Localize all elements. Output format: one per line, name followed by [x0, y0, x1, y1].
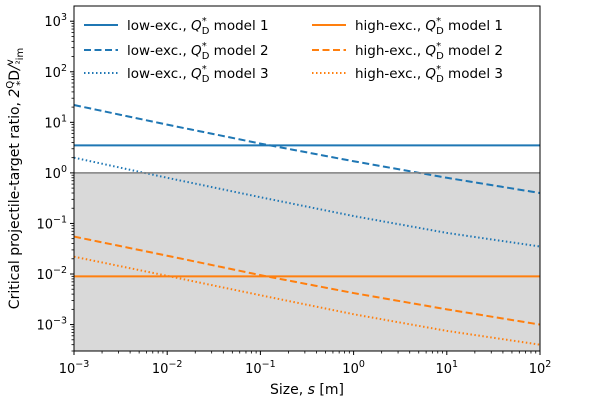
- plot-frame: [73, 5, 541, 352]
- series-line-3: [73, 156, 541, 248]
- x-tick-label: 10−2: [152, 359, 183, 377]
- x-tick-label: 100: [342, 359, 365, 377]
- series-line-5: [73, 235, 541, 326]
- legend-label: high-exc., Q* D model 1: [355, 16, 503, 37]
- legend-label: high-exc., Q* D model 3: [355, 64, 503, 85]
- y-tick-label: 101: [44, 113, 67, 131]
- y-tick-label: 10−3: [36, 316, 67, 334]
- y-axis-label: Critical projectile-target ratio, 2Q*D/v…: [5, 48, 26, 309]
- legend-label: low-exc., Q* D model 3: [127, 64, 269, 85]
- legend-label: low-exc., Q* D model 2: [127, 41, 269, 62]
- y-tick-label: 102: [44, 63, 67, 81]
- y-tick-label: 103: [44, 12, 67, 30]
- x-tick-label: 101: [436, 359, 459, 377]
- x-tick-label: 102: [529, 359, 552, 377]
- series-line-2: [73, 104, 541, 194]
- legend: low-exc., Q* D model 1 low-exc., Q* D model…: [84, 16, 503, 85]
- y-tick-label: 10−2: [36, 265, 67, 283]
- x-tick-label: 10−1: [245, 359, 276, 377]
- legend-label: low-exc., Q* D model 1: [127, 16, 269, 37]
- ticks-layer: 10−3 10−2 10−1 100 101 102 10−3 10−2 10−1 100 101 1…: [36, 12, 551, 377]
- x-axis-label: Size, s [m]: [270, 382, 344, 398]
- y-tick-label: 10−1: [36, 214, 67, 232]
- shaded-region: [74, 172, 540, 351]
- legend-label: high-exc., Q* D model 2: [355, 41, 503, 62]
- series-layer: [73, 104, 541, 346]
- y-tick-label: 100: [44, 164, 67, 182]
- x-tick-label: 10−3: [59, 359, 90, 377]
